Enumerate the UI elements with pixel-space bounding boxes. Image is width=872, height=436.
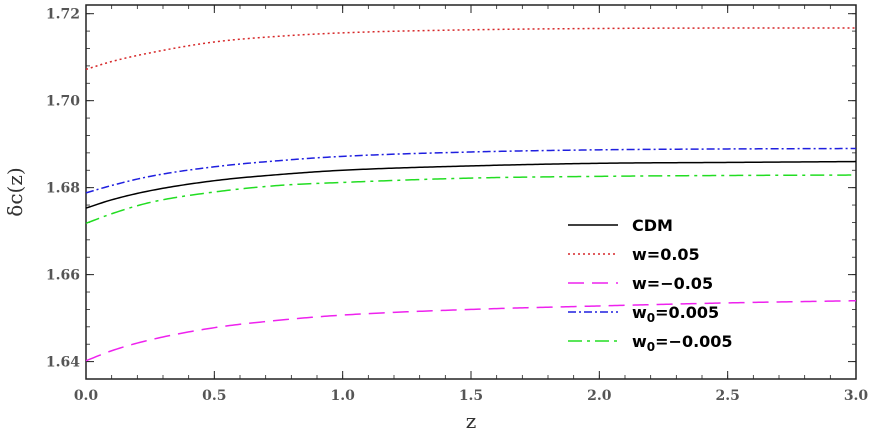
y-tick-label: 1.64 [46,355,80,371]
legend-label-name: w=−0.05 [632,274,713,293]
plot-frame [85,4,857,380]
y-tick-label: 1.70 [46,94,80,110]
legend-label-4: w0=−0.005 [632,332,733,354]
series-line-4 [85,174,857,225]
series-line-0 [85,160,857,209]
legend-label-0: CDM [632,216,673,235]
y-tick-label: 1.72 [46,7,80,23]
legend-label-1: w=0.05 [632,245,700,264]
x-tick-label: 1.5 [459,388,483,404]
y-tick-label: 1.66 [46,268,80,284]
axis-ticks: 0.0 0.5 1.0 1.5 2.0 2.5 3.0 1.64 1.66 1.68 1.70 1.7… [46,5,869,404]
series-lines [85,27,857,362]
legend-label-name: CDM [632,216,673,235]
legend-label-rest: =−0.005 [655,332,732,351]
legend-label-subscript: 0 [647,311,655,325]
legend-label-3: w0=0.005 [632,303,719,325]
series-line-3 [85,147,857,194]
x-tick-label: 1.0 [330,388,355,404]
y-tick-label: 1.68 [46,181,80,197]
x-tick-label: 2.5 [715,388,739,404]
legend-label-2: w=−0.05 [632,274,713,293]
legend-label-name: w [632,332,647,351]
x-axis-title: z [466,409,477,433]
y-axis-title: δc(z) [3,167,27,216]
series-line-2 [85,299,857,362]
x-tick-label: 0.5 [202,388,226,404]
series-line-1 [85,27,856,71]
x-tick-label: 2.0 [587,388,612,404]
legend-label-name: w [632,303,647,322]
x-tick-label: 0.0 [74,388,99,404]
legend-label-subscript: 0 [647,340,655,354]
legend-label-rest: =0.005 [655,303,719,322]
legend-label-name: w=0.05 [632,245,700,264]
x-tick-label: 3.0 [844,388,869,404]
